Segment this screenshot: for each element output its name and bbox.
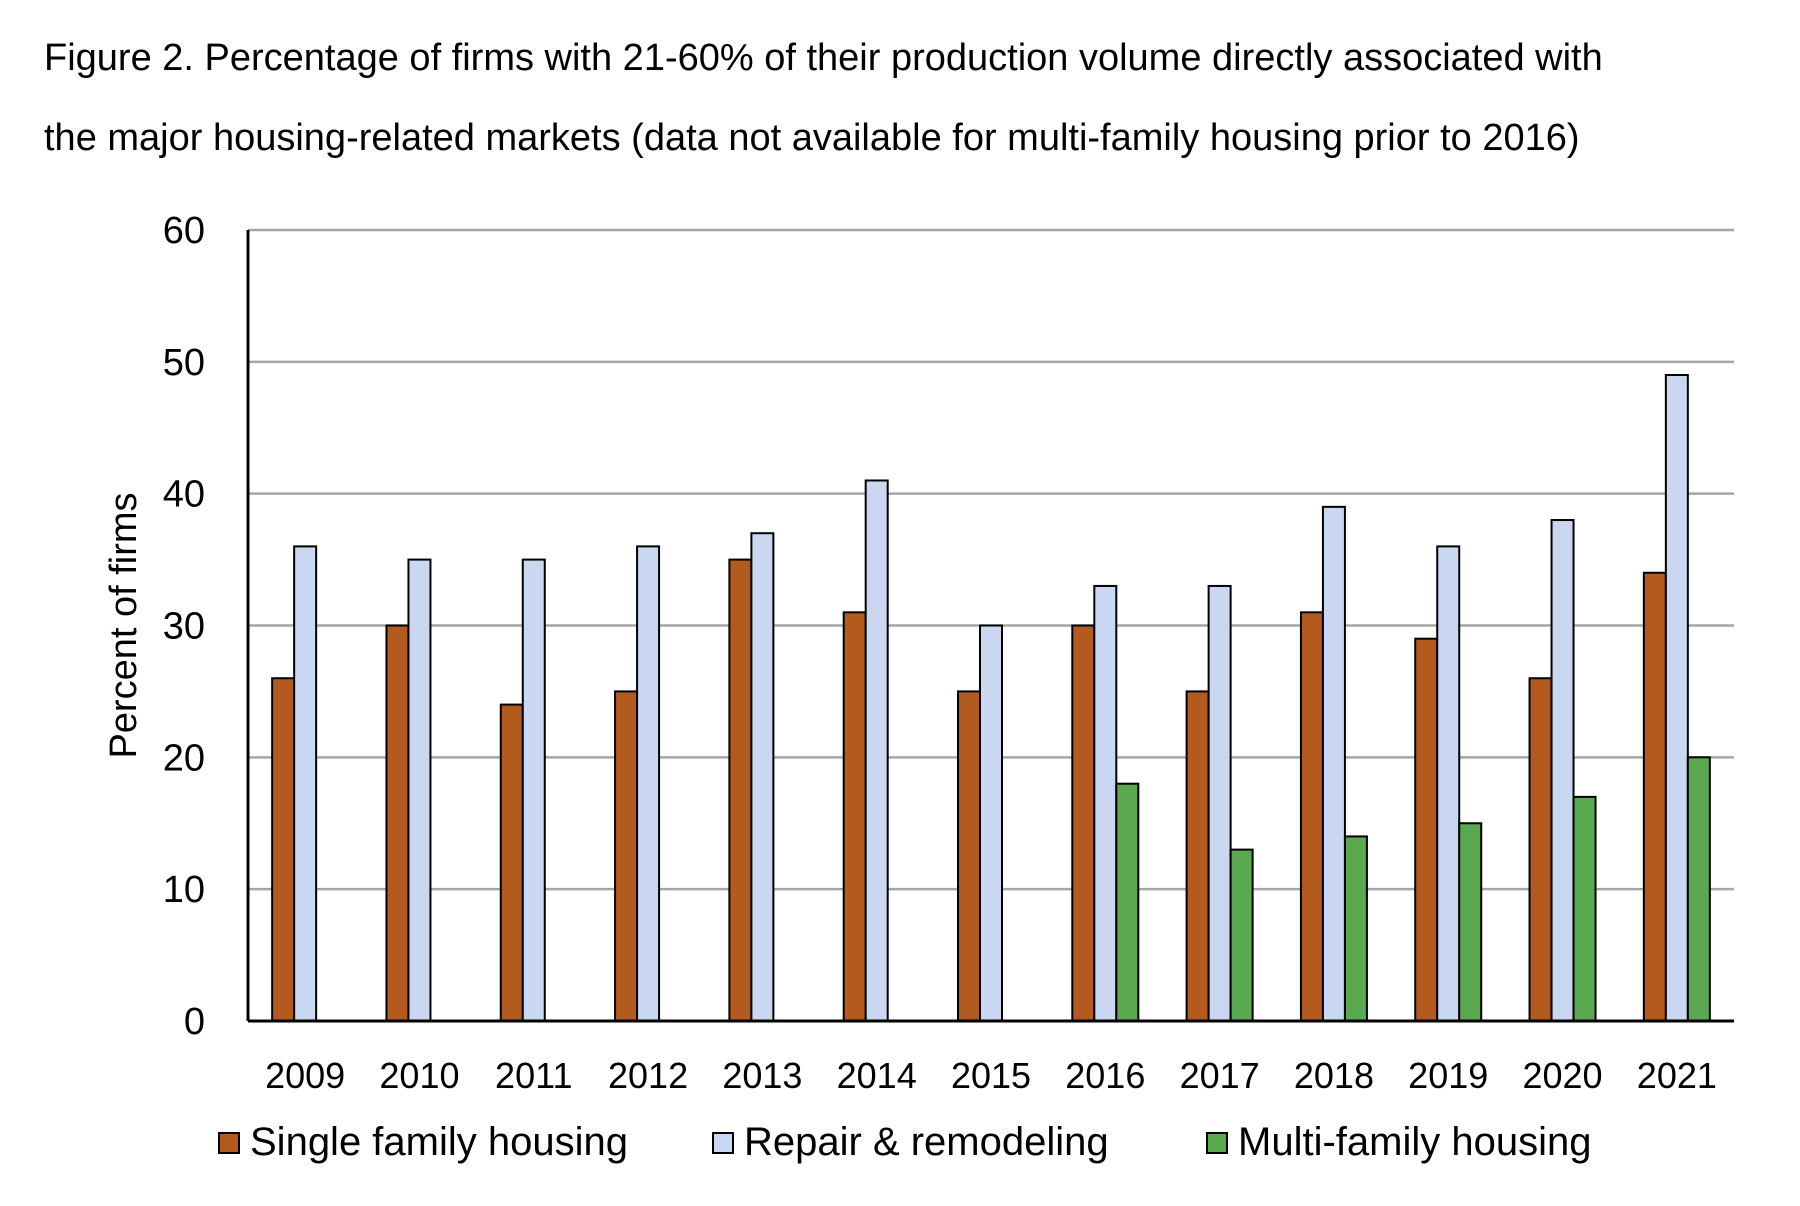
bar <box>750 532 775 1022</box>
bar <box>1414 637 1439 1023</box>
bar <box>1229 848 1254 1022</box>
y-tick-label: 60 <box>163 210 205 252</box>
bar <box>957 690 981 1023</box>
bar <box>1207 584 1232 1022</box>
x-tick-label: 2010 <box>379 1055 459 1096</box>
bar <box>728 558 753 1022</box>
x-tick-label: 2018 <box>1294 1055 1374 1096</box>
legend-item-repair-remodeling: Repair & remodeling <box>712 1120 1109 1165</box>
y-tick-label: 0 <box>184 1001 205 1043</box>
bar <box>271 677 296 1022</box>
bar <box>1664 374 1689 1022</box>
y-tick-label: 30 <box>163 606 205 648</box>
bar <box>385 624 410 1022</box>
bar <box>614 690 639 1023</box>
x-tick-label: 2009 <box>265 1055 345 1096</box>
bar <box>1185 690 1210 1023</box>
x-tick-label: 2011 <box>495 1055 572 1096</box>
legend-swatch-multi-family <box>1206 1131 1228 1154</box>
legend-item-single-family: Single family housing <box>218 1120 628 1165</box>
bar <box>1458 822 1483 1022</box>
x-tick-label: 2019 <box>1408 1055 1488 1096</box>
x-tick-label: 2013 <box>722 1055 802 1096</box>
bar <box>1115 782 1140 1023</box>
x-tick-label: 2014 <box>837 1055 917 1096</box>
legend-swatch-single-family <box>218 1131 240 1154</box>
y-tick-label: 10 <box>163 869 205 911</box>
legend-label-multi-family: Multi-family housing <box>1238 1120 1592 1164</box>
chart-legend: Single family housing Repair & remodelin… <box>0 1120 1800 1180</box>
bar <box>864 479 889 1022</box>
bar <box>1642 571 1667 1022</box>
legend-label-repair-remodeling: Repair & remodeling <box>744 1120 1109 1164</box>
legend-item-multi-family: Multi-family housing <box>1206 1120 1591 1165</box>
y-tick-label: 20 <box>163 737 205 779</box>
x-tick-label: 2017 <box>1180 1055 1260 1096</box>
bar <box>1299 611 1324 1022</box>
bar <box>1686 756 1711 1022</box>
x-tick-label: 2015 <box>951 1055 1031 1096</box>
y-tick-label: 50 <box>163 342 205 384</box>
bar <box>1550 519 1575 1022</box>
bar <box>1093 584 1118 1022</box>
y-tick-label: 40 <box>163 474 205 516</box>
bar <box>636 545 661 1023</box>
title-line-2: the major housing-related markets (data … <box>44 117 1580 159</box>
bar <box>407 558 432 1022</box>
bar <box>293 545 318 1023</box>
bar <box>521 558 546 1022</box>
x-tick-label: 2021 <box>1637 1055 1717 1096</box>
x-tick-label: 2020 <box>1522 1055 1602 1096</box>
y-axis-label: Percent of firms <box>103 492 145 758</box>
chart-title: Figure 2. Percentage of firms with 21-60… <box>44 18 1764 178</box>
x-tick-label: 2012 <box>608 1055 688 1096</box>
bar <box>1321 505 1346 1023</box>
title-line-1: Figure 2. Percentage of firms with 21-60… <box>44 37 1603 79</box>
bar <box>1528 677 1553 1022</box>
bar <box>979 624 1003 1022</box>
legend-swatch-repair-remodeling <box>712 1131 734 1154</box>
x-tick-label: 2016 <box>1065 1055 1145 1096</box>
bar <box>1436 545 1461 1023</box>
bar-chart: 0 10 20 30 40 50 60 Percent of firms 2009 2010 201… <box>103 210 1734 1096</box>
bar <box>842 611 867 1022</box>
bar <box>1572 795 1597 1023</box>
bar <box>1071 624 1096 1022</box>
legend-label-single-family: Single family housing <box>250 1120 628 1164</box>
bar <box>499 703 524 1022</box>
bar <box>1343 835 1368 1023</box>
